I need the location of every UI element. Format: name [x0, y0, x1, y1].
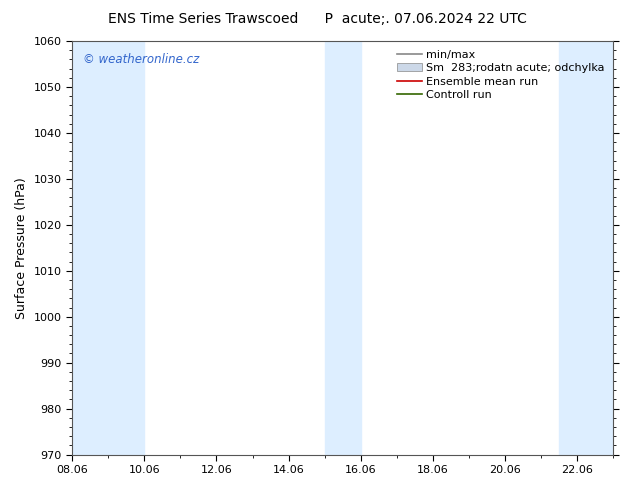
- Text: © weatheronline.cz: © weatheronline.cz: [83, 53, 199, 67]
- Bar: [72, 41, 108, 455]
- Bar: [559, 41, 614, 455]
- Text: ENS Time Series Trawscoed      P  acute;. 07.06.2024 22 UTC: ENS Time Series Trawscoed P acute;. 07.0…: [108, 12, 526, 26]
- Y-axis label: Surface Pressure (hPa): Surface Pressure (hPa): [15, 177, 28, 318]
- Bar: [325, 41, 361, 455]
- Bar: [108, 41, 145, 455]
- Legend: min/max, Sm  283;rodatn acute; odchylka, Ensemble mean run, Controll run: min/max, Sm 283;rodatn acute; odchylka, …: [394, 47, 608, 103]
